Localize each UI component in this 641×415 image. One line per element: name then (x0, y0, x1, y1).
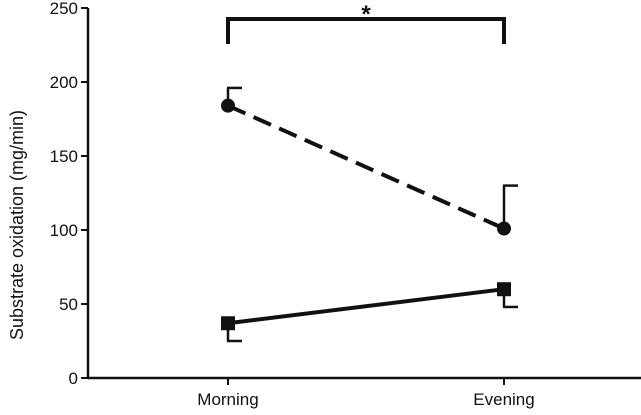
x-tick-label: Morning (197, 390, 258, 409)
y-tick-label: 0 (69, 369, 78, 388)
series-line (227, 287, 505, 326)
y-axis-title: Substrate oxidation (mg/min) (7, 110, 27, 340)
series-1 (221, 86, 518, 236)
significance-star: * (361, 1, 371, 28)
data-point (221, 98, 235, 113)
y-tick-label: 100 (50, 221, 78, 240)
y-tick-label: 50 (59, 295, 78, 314)
data-point (497, 282, 511, 297)
series-layer (221, 86, 518, 343)
series-2 (221, 282, 518, 343)
axes: 0 50 100 150 200 250 Morning Evening (50, 0, 641, 409)
significance-bracket (226, 17, 506, 44)
data-point (221, 316, 235, 331)
y-tick-label: 150 (50, 147, 78, 166)
x-tick-label: Evening (473, 390, 534, 409)
series-line (227, 103, 505, 231)
data-point (497, 221, 511, 236)
y-tick-label: 250 (50, 0, 78, 18)
annotation-layer: * (226, 1, 506, 44)
y-tick-label: 200 (50, 73, 78, 92)
